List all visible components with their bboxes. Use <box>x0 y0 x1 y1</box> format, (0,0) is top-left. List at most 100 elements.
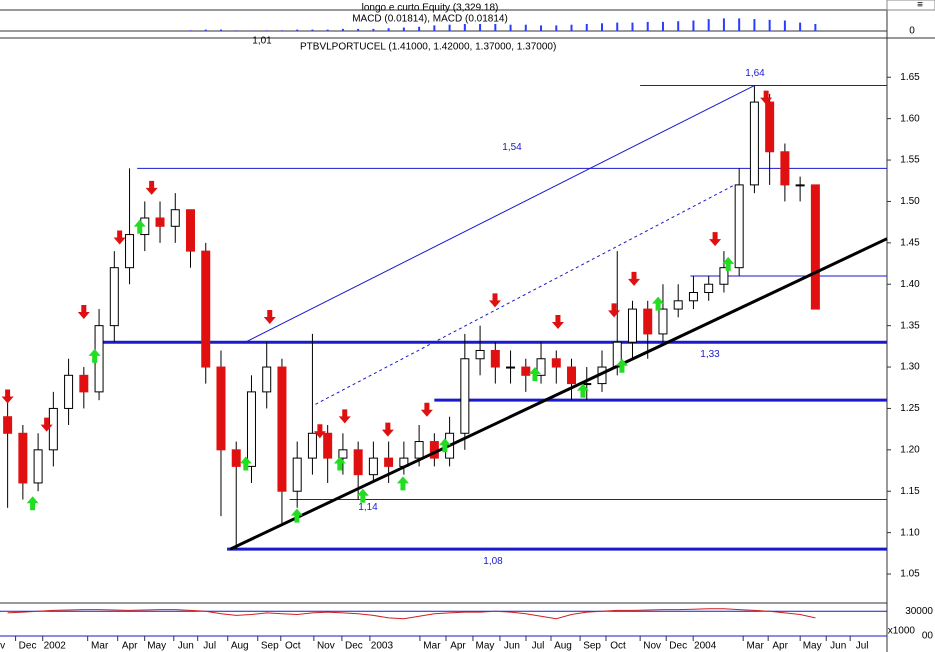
candle-body <box>658 308 668 335</box>
candle-body <box>673 300 683 310</box>
y-tick-label: 1.60 <box>900 113 920 124</box>
candle-body <box>384 457 394 467</box>
y-tick-label: 1.40 <box>900 279 920 290</box>
oscillator-line <box>7 608 816 620</box>
candle-body <box>353 449 363 476</box>
candle-body <box>627 308 637 343</box>
chart-title: PTBVLPORTUCEL (1.41000, 1.42000, 1.37000… <box>300 42 556 53</box>
x-tick-label: Apr <box>122 641 138 652</box>
candle-body <box>521 366 531 376</box>
x-tick-label: Mar <box>423 641 441 652</box>
sell-arrow <box>489 293 502 308</box>
menu-button[interactable] <box>886 0 935 11</box>
candle-body <box>810 184 820 310</box>
buy-arrow <box>576 383 589 398</box>
y-tick-label: 1.10 <box>900 527 920 538</box>
candle-body <box>506 366 516 369</box>
trend-line <box>245 85 755 343</box>
x-tick-label: Jul <box>203 641 216 652</box>
sell-arrow <box>145 180 158 195</box>
candle-body <box>475 349 485 360</box>
x-tick-label: Sep <box>583 641 601 652</box>
buy-arrow <box>333 456 346 471</box>
y-tick-label: 30000 <box>905 606 933 617</box>
x-tick-label: Jul <box>856 641 869 652</box>
candle-body <box>643 308 653 335</box>
sell-arrow <box>628 271 641 286</box>
sell-arrow <box>760 90 773 105</box>
candle-body <box>719 267 729 285</box>
candle-body <box>292 457 302 492</box>
buy-arrow <box>26 496 39 511</box>
y-tick-label: 1.50 <box>900 196 920 207</box>
x-tick-label: Aug <box>231 641 249 652</box>
level-label: 1,08 <box>483 556 503 567</box>
trend-line <box>315 184 735 405</box>
buy-arrow <box>615 358 628 373</box>
candle-body <box>79 374 89 393</box>
y-tick-label: 1.45 <box>900 237 920 248</box>
sell-arrow <box>113 230 126 245</box>
candle-body <box>368 457 378 476</box>
candle-body <box>688 292 698 302</box>
x-tick-label: Mar <box>747 641 765 652</box>
buy-arrow <box>133 219 146 234</box>
x-tick-label: Oct <box>610 641 626 652</box>
candle-body <box>307 432 317 459</box>
buy-arrow <box>239 456 252 471</box>
candle-body <box>567 366 577 385</box>
candle-body <box>262 366 272 393</box>
y-tick-label: 1.35 <box>900 320 920 331</box>
candle-body <box>246 391 256 467</box>
trend-line <box>229 237 888 551</box>
level-label: 1,64 <box>745 68 765 79</box>
candle-body <box>765 101 775 153</box>
candle-body <box>551 358 561 368</box>
sell-arrow <box>338 409 351 424</box>
buy-arrow <box>290 508 303 523</box>
x-tick-label: Dec <box>345 641 363 652</box>
x-tick-label: Sep <box>261 641 279 652</box>
candle-body <box>795 184 805 187</box>
y-tick-label: 0 <box>909 26 915 37</box>
menu-icon[interactable]: ≡ <box>917 0 923 11</box>
buy-arrow <box>722 256 735 271</box>
y-tick-label: 00 <box>922 631 934 642</box>
level-label: 1,33 <box>700 349 720 360</box>
level-label: 1,54 <box>502 142 522 153</box>
x-tick-label: May <box>147 641 166 652</box>
candle-body <box>3 416 13 434</box>
x-tick-label: Apr <box>450 641 466 652</box>
candle-body <box>323 432 333 459</box>
candle-body <box>780 151 790 186</box>
panel-title: longo e curto Equity (3,329.18) <box>362 3 499 14</box>
candle-body <box>582 383 592 386</box>
x-tick-label: Jun <box>178 641 194 652</box>
candle-body <box>536 358 546 376</box>
candle-body <box>33 449 43 484</box>
candle-body <box>170 209 180 227</box>
candle-body <box>64 374 74 409</box>
buy-arrow <box>652 296 665 311</box>
axis-unit: x1000 <box>888 626 916 637</box>
y-tick-label: 1.30 <box>900 362 920 373</box>
x-tick-label: May <box>476 641 495 652</box>
x-tick-label: Nov <box>643 641 661 652</box>
candle-body <box>490 349 500 368</box>
candle-body <box>216 366 226 451</box>
sell-arrow <box>709 232 722 247</box>
sell-arrow <box>263 309 276 324</box>
y-tick-label: 1.05 <box>900 569 920 580</box>
x-tick-label: Nov <box>317 641 335 652</box>
y-tick-label: 1.15 <box>900 486 920 497</box>
y-tick-label: 1.65 <box>900 72 920 83</box>
x-tick-label: 2004 <box>694 641 717 652</box>
candle-body <box>749 101 759 186</box>
y-tick-label: 1.55 <box>900 155 920 166</box>
x-tick-label: Mar <box>91 641 109 652</box>
x-tick-label: Aug <box>554 641 572 652</box>
x-tick-label: 2003 <box>371 641 394 652</box>
candle-body <box>186 209 196 252</box>
sell-arrow <box>608 303 621 318</box>
